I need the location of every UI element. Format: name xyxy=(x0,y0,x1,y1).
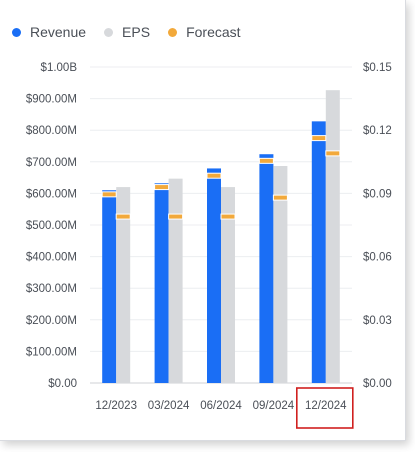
chart-legend: Revenue EPS Forecast xyxy=(12,24,241,40)
revenue-bar xyxy=(207,168,221,383)
x-axis-tick-label: 06/2024 xyxy=(200,400,242,412)
left-axis-tick-label: $500.00M xyxy=(26,220,77,232)
revenue-forecast-marker xyxy=(154,184,170,191)
revenue-forecast-marker xyxy=(101,191,117,198)
revenue-bar xyxy=(259,154,274,383)
legend-label: Forecast xyxy=(186,24,241,40)
right-axis-tick-label: $0.12 xyxy=(363,125,392,137)
eps-forecast-marker xyxy=(325,150,341,157)
eps-bar xyxy=(116,187,131,383)
revenue-forecast-marker xyxy=(258,157,274,164)
eps-bar xyxy=(221,187,235,383)
left-axis-tick-label: $200.00M xyxy=(26,315,77,327)
right-axis-tick-label: $0.09 xyxy=(363,188,392,200)
legend-item-revenue[interactable]: Revenue xyxy=(12,24,86,40)
right-axis-tick-label: $0.03 xyxy=(363,315,392,327)
right-axis-tick-label: $0.00 xyxy=(363,378,392,390)
eps-forecast-marker xyxy=(115,213,131,220)
chart-canvas: $0.00 $100.00M $200.00M $300.00M $400.00M $50… xyxy=(26,62,392,429)
revenue-forecast-marker xyxy=(311,135,327,142)
revenue-forecast-marker xyxy=(206,172,222,179)
right-axis-tick-label: $0.15 xyxy=(363,62,392,74)
eps-bar xyxy=(273,166,288,383)
revenue-bar xyxy=(102,190,117,383)
eps-forecast-marker xyxy=(220,213,236,220)
revenue-bar xyxy=(311,121,326,384)
left-axis-tick-label: $800.00M xyxy=(26,125,77,137)
eps-bar xyxy=(325,90,340,383)
eps-forecast-marker xyxy=(168,213,184,220)
left-axis-tick-label: $900.00M xyxy=(26,94,77,106)
left-axis-tick-label: $1.00B xyxy=(41,62,78,74)
left-axis-tick-label: $100.00M xyxy=(26,346,77,358)
left-axis-tick-label: $600.00M xyxy=(26,188,77,200)
legend-dot-revenue xyxy=(12,27,21,37)
eps-forecast-marker xyxy=(272,194,288,201)
legend-dot-forecast xyxy=(168,27,178,37)
legend-label: Revenue xyxy=(30,24,87,40)
left-axis-tick-label: $0.00 xyxy=(48,378,77,390)
x-axis-tick-label: 12/2023 xyxy=(95,400,137,412)
legend-item-eps[interactable]: EPS xyxy=(104,24,150,40)
legend-item-forecast[interactable]: Forecast xyxy=(168,24,241,40)
selected-period-highlight xyxy=(295,387,354,429)
right-axis-tick-label: $0.06 xyxy=(363,252,392,264)
legend-dot-eps xyxy=(104,27,114,37)
x-axis-tick-label: 09/2024 xyxy=(253,400,295,412)
left-axis-tick-label: $700.00M xyxy=(26,157,77,169)
left-axis-tick-label: $300.00M xyxy=(26,283,77,295)
legend-label: EPS xyxy=(122,24,151,40)
x-axis-tick-label: 03/2024 xyxy=(148,400,190,412)
eps-bar xyxy=(168,178,183,383)
chart-card: Revenue EPS Forecast $0.00 $100.00M $200.00M… xyxy=(0,0,406,441)
left-axis-tick-label: $400.00M xyxy=(26,252,77,264)
x-axis-tick-label: 12/2024 xyxy=(305,400,347,412)
revenue-bar xyxy=(154,183,169,383)
